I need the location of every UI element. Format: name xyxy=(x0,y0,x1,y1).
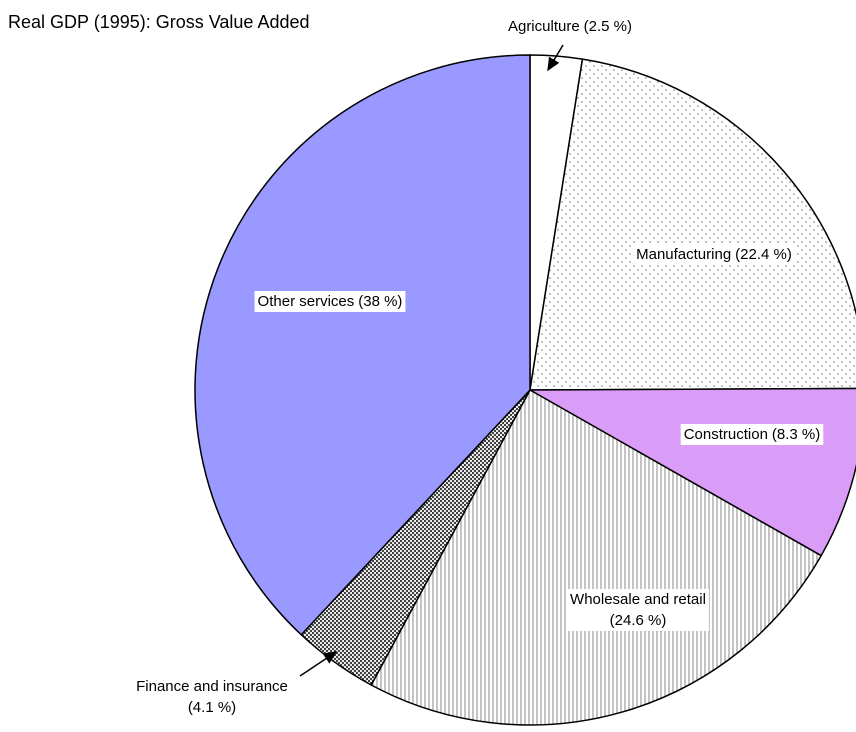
leader-arrow xyxy=(547,44,564,72)
slice-value-label: (2.5 %) xyxy=(584,18,632,35)
chart-title: Real GDP (1995): Gross Value Added xyxy=(8,12,310,32)
pie-slice xyxy=(194,54,531,636)
label-background xyxy=(633,244,795,265)
labels: Agriculture (2.5 %) Manufacturing (22.4 %) C… xyxy=(136,18,824,716)
leader-arrow xyxy=(299,651,338,677)
slice-label: Manufacturing (22.4 %) xyxy=(636,246,792,263)
slice-value-label: (24.6 %) xyxy=(610,612,667,629)
slice-label: Wholesale and retail (24.6 %) xyxy=(570,591,706,629)
slice-value-label: (8.3 %) xyxy=(772,426,820,443)
pie-slice xyxy=(529,58,856,391)
slice-name: Wholesale and retail xyxy=(570,591,706,608)
label-background xyxy=(254,291,406,312)
slice-label: Construction (8.3 %) xyxy=(684,426,821,443)
slice-value-label: (22.4 %) xyxy=(735,246,792,263)
slice-label: Agriculture (2.5 %) xyxy=(508,18,632,35)
slice-value-label: (38 %) xyxy=(358,293,402,310)
label-background xyxy=(680,424,824,445)
slices xyxy=(194,54,856,726)
slice-name: Agriculture xyxy=(508,18,580,35)
slice-name: Manufacturing xyxy=(636,246,731,263)
slice-value-label: (4.1 %) xyxy=(188,699,236,716)
pie-slice xyxy=(370,388,823,726)
slice-name: Construction xyxy=(684,426,768,443)
slice-label: Other services (38 %) xyxy=(258,293,403,310)
label-background xyxy=(567,589,709,631)
slice-label: Finance and insurance (4.1 %) xyxy=(136,678,288,716)
slice-name: Other services xyxy=(258,293,355,310)
slice-name: Finance and insurance xyxy=(136,678,288,695)
